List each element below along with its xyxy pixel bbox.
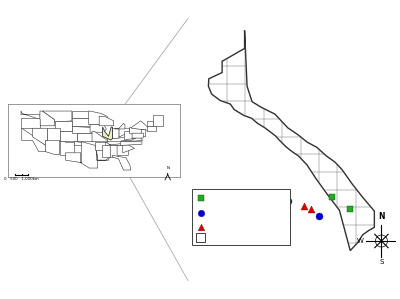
Polygon shape	[112, 129, 119, 138]
Polygon shape	[92, 132, 108, 142]
Polygon shape	[74, 141, 96, 149]
Polygon shape	[124, 132, 136, 140]
Text: N: N	[378, 213, 385, 222]
Polygon shape	[112, 155, 131, 170]
Polygon shape	[120, 142, 142, 145]
Point	[198, 196, 204, 201]
Polygon shape	[60, 131, 77, 141]
Polygon shape	[102, 145, 110, 157]
Text: W: W	[357, 238, 364, 244]
Point	[328, 194, 335, 199]
Bar	[196, 233, 206, 242]
Polygon shape	[21, 118, 40, 128]
Polygon shape	[72, 118, 90, 126]
Polygon shape	[55, 121, 72, 131]
Polygon shape	[21, 111, 40, 119]
Polygon shape	[131, 121, 150, 131]
Text: Moderate SCN: Moderate SCN	[211, 208, 266, 217]
Polygon shape	[22, 128, 46, 152]
Polygon shape	[60, 141, 74, 155]
Polygon shape	[147, 126, 156, 131]
Text: S: S	[379, 259, 384, 265]
Polygon shape	[119, 128, 130, 137]
Polygon shape	[95, 142, 107, 150]
Polygon shape	[108, 136, 126, 142]
Polygon shape	[99, 116, 114, 126]
Polygon shape	[106, 142, 127, 145]
Point	[198, 225, 204, 230]
Polygon shape	[72, 126, 93, 133]
Polygon shape	[88, 111, 107, 125]
FancyBboxPatch shape	[192, 189, 290, 245]
Polygon shape	[45, 141, 60, 155]
Point	[316, 214, 322, 219]
Polygon shape	[153, 115, 163, 126]
Polygon shape	[142, 130, 146, 137]
Point	[301, 204, 308, 209]
Text: Low SCN: Low SCN	[211, 194, 244, 203]
Polygon shape	[117, 145, 129, 155]
Polygon shape	[110, 145, 119, 157]
Polygon shape	[130, 127, 144, 134]
Polygon shape	[123, 145, 134, 153]
Polygon shape	[42, 111, 72, 122]
Polygon shape	[102, 127, 112, 140]
Polygon shape	[32, 128, 47, 145]
Polygon shape	[122, 137, 143, 142]
Polygon shape	[77, 133, 95, 141]
Polygon shape	[72, 111, 90, 118]
Text: N: N	[166, 166, 169, 170]
Point	[308, 207, 314, 211]
Polygon shape	[132, 133, 143, 138]
Polygon shape	[115, 123, 125, 129]
Polygon shape	[147, 121, 154, 126]
Text: High SCN: High SCN	[211, 223, 247, 232]
Text: E: E	[399, 238, 400, 244]
Point	[285, 198, 291, 203]
Text: IL County Borders: IL County Borders	[211, 233, 279, 242]
Polygon shape	[47, 128, 60, 141]
Polygon shape	[66, 142, 98, 168]
Point	[347, 207, 354, 211]
Polygon shape	[208, 30, 374, 251]
Polygon shape	[96, 150, 109, 160]
Text: 0   500   1,000km: 0 500 1,000km	[4, 177, 39, 181]
Polygon shape	[90, 125, 106, 132]
Polygon shape	[40, 111, 55, 126]
Point	[198, 210, 204, 215]
